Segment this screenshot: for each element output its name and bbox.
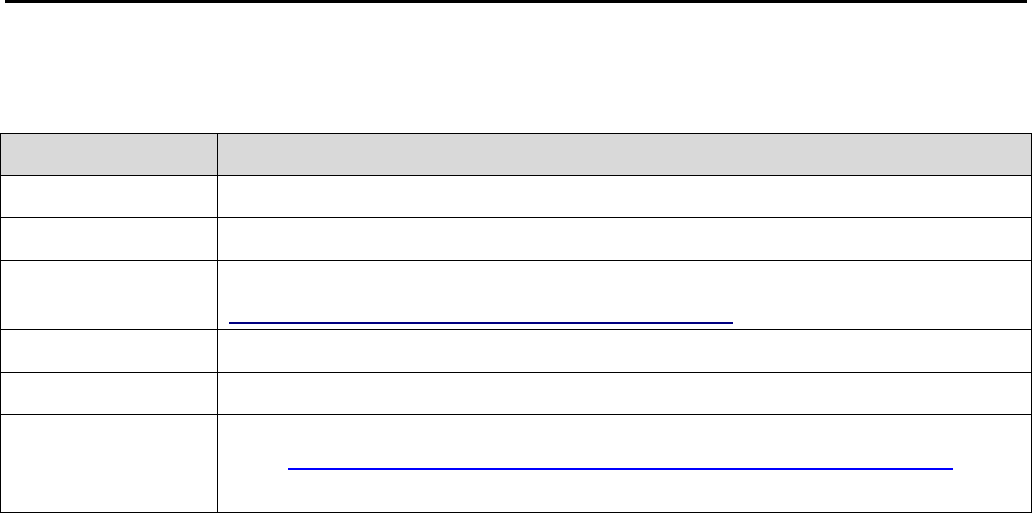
table-row bbox=[0, 372, 1032, 415]
table-cell bbox=[217, 217, 1032, 261]
table-cell bbox=[217, 414, 1032, 513]
hyperlink[interactable] bbox=[288, 468, 953, 470]
header-cell bbox=[0, 133, 218, 176]
table-cell bbox=[0, 414, 218, 513]
table-row bbox=[0, 217, 1032, 261]
table-row bbox=[0, 414, 1032, 513]
table-cell bbox=[0, 217, 218, 261]
table-cell bbox=[0, 372, 218, 415]
table-cell bbox=[217, 329, 1032, 373]
table-cell bbox=[217, 175, 1032, 218]
top-horizontal-rule bbox=[5, 0, 1027, 3]
table-cell bbox=[0, 175, 218, 218]
table-header-row bbox=[0, 133, 1032, 176]
table-cell bbox=[0, 329, 218, 373]
table-cell bbox=[0, 260, 218, 330]
table-row bbox=[0, 175, 1032, 218]
table-row bbox=[0, 260, 1032, 330]
visited-link[interactable] bbox=[229, 322, 733, 324]
table-row bbox=[0, 329, 1032, 373]
header-cell bbox=[217, 133, 1032, 176]
table-cell bbox=[217, 260, 1032, 330]
document-table bbox=[0, 133, 1032, 513]
table-cell bbox=[217, 372, 1032, 415]
